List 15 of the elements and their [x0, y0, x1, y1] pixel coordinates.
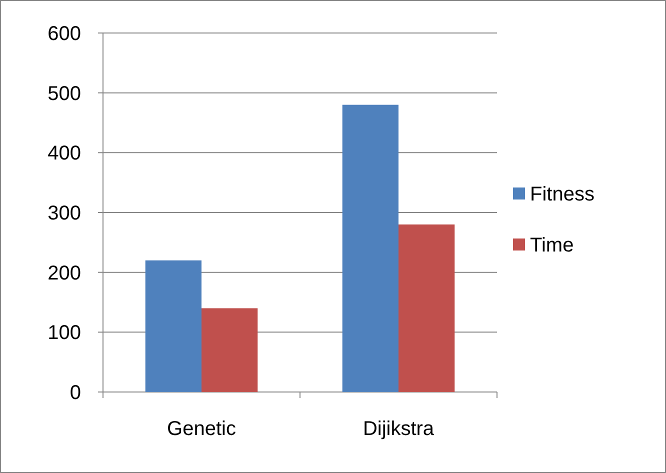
y-tick-label: 0	[70, 382, 81, 404]
y-tick-label: 200	[48, 262, 81, 284]
y-tick-label: 300	[48, 202, 81, 224]
y-tick-label: 100	[48, 322, 81, 344]
legend-label: Time	[530, 234, 574, 256]
legend-label: Fitness	[530, 184, 594, 206]
bar	[398, 224, 455, 392]
x-tick-label: Genetic	[167, 418, 236, 440]
bar	[202, 308, 258, 392]
bar	[342, 104, 398, 392]
y-tick-label: 400	[48, 142, 81, 165]
y-tick-label: 500	[48, 82, 81, 105]
y-tick-label: 600	[48, 23, 81, 45]
bar	[145, 260, 202, 392]
x-tick-label: Dijikstra	[362, 418, 435, 440]
